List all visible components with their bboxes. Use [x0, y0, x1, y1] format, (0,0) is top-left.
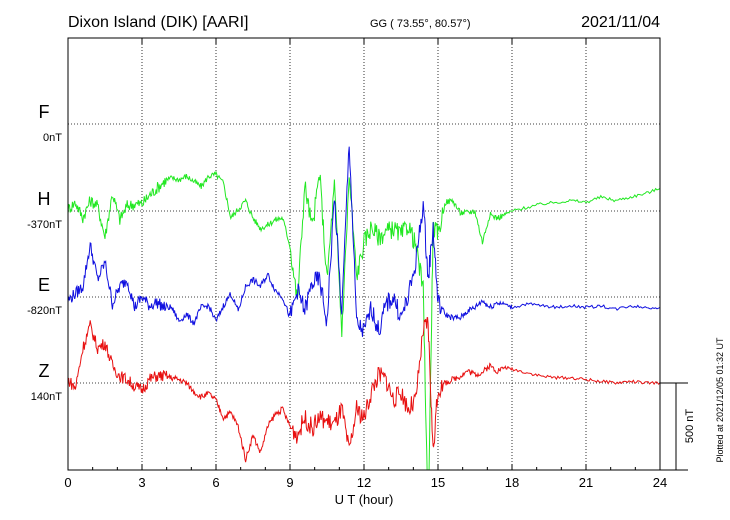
x-tick-label: 12: [357, 475, 371, 490]
series-baseline-e: -820nT: [27, 305, 62, 317]
series-baseline-z: 140nT: [31, 391, 62, 403]
series-baseline-h: -370nT: [27, 219, 62, 231]
plotted-timestamp: Plotted at 2021/12/05 01:32 UT: [715, 337, 725, 463]
series-line-e: [67, 146, 661, 337]
x-tick-label: 3: [138, 475, 145, 490]
series-name-f: F: [39, 102, 50, 122]
x-tick-label: 6: [212, 475, 219, 490]
series-line-h: [67, 170, 661, 471]
series-line-z: [67, 316, 661, 463]
x-tick-label: 15: [431, 475, 445, 490]
scale-bar: 500 nT: [660, 382, 696, 471]
station-title: Dixon Island (DIK) [AARI]: [68, 14, 249, 31]
plot-frame: [67, 37, 661, 471]
x-axis-label: U T (hour): [335, 492, 394, 507]
x-tick-label: 0: [64, 475, 71, 490]
series-name-h: H: [38, 189, 51, 209]
series-name-z: Z: [39, 361, 50, 381]
chart-series: [67, 146, 661, 471]
x-tick-label: 21: [579, 475, 593, 490]
scale-bar-label: 500 nT: [684, 409, 696, 444]
x-tick-label: 18: [505, 475, 519, 490]
station-coordinates: GG ( 73.55°, 80.57°): [370, 18, 471, 30]
chart-labels: F 0nT H -370nT E -820nT Z 140nT: [27, 102, 62, 403]
series-baseline-f: 0nT: [43, 132, 62, 144]
x-tick-label: 24: [653, 475, 667, 490]
series-name-e: E: [38, 275, 50, 295]
plot-date: 2021/11/04: [581, 14, 660, 31]
x-tick-label: 9: [286, 475, 293, 490]
chart-grid: 0 3 6 9 12 15 18 21 24: [64, 38, 667, 490]
